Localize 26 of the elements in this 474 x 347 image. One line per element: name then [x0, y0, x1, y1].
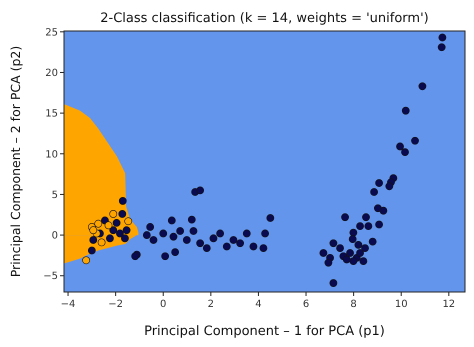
x-tick-label: 4: [255, 299, 262, 310]
point: [104, 221, 112, 230]
x-tick-label: 2: [208, 299, 214, 310]
y-tick-label: 10: [45, 149, 58, 160]
y-tick-label: 5: [52, 190, 58, 201]
y-tick-label: 0: [52, 230, 58, 242]
y-tick-label: 20: [45, 68, 58, 79]
x-tick-label: −2: [108, 299, 124, 310]
point: [89, 226, 98, 234]
point: [82, 256, 90, 264]
y-tick-label: 25: [45, 27, 58, 38]
point: [124, 217, 132, 226]
x-tick-label: −4: [60, 299, 76, 310]
x-tick-label: 10: [394, 299, 408, 310]
point: [98, 238, 106, 246]
x-tick-label: 12: [442, 299, 456, 310]
point: [94, 220, 102, 228]
x-tick-label: 0: [160, 299, 166, 310]
point: [109, 210, 118, 218]
x-tick-label: 6: [302, 299, 310, 310]
y-axis-title: Principal Component – 2 for PCA (p2): [8, 46, 23, 278]
chart-title: 2-Class classification (k = 14, weights = 'uniform'): [100, 11, 429, 26]
y-tick-label: −5: [43, 271, 58, 282]
y-tick-label: 15: [45, 108, 58, 120]
x-tick-label: 8: [350, 299, 357, 310]
x-axis-title: Principal Component – 1 for PCA (p1): [144, 324, 385, 339]
